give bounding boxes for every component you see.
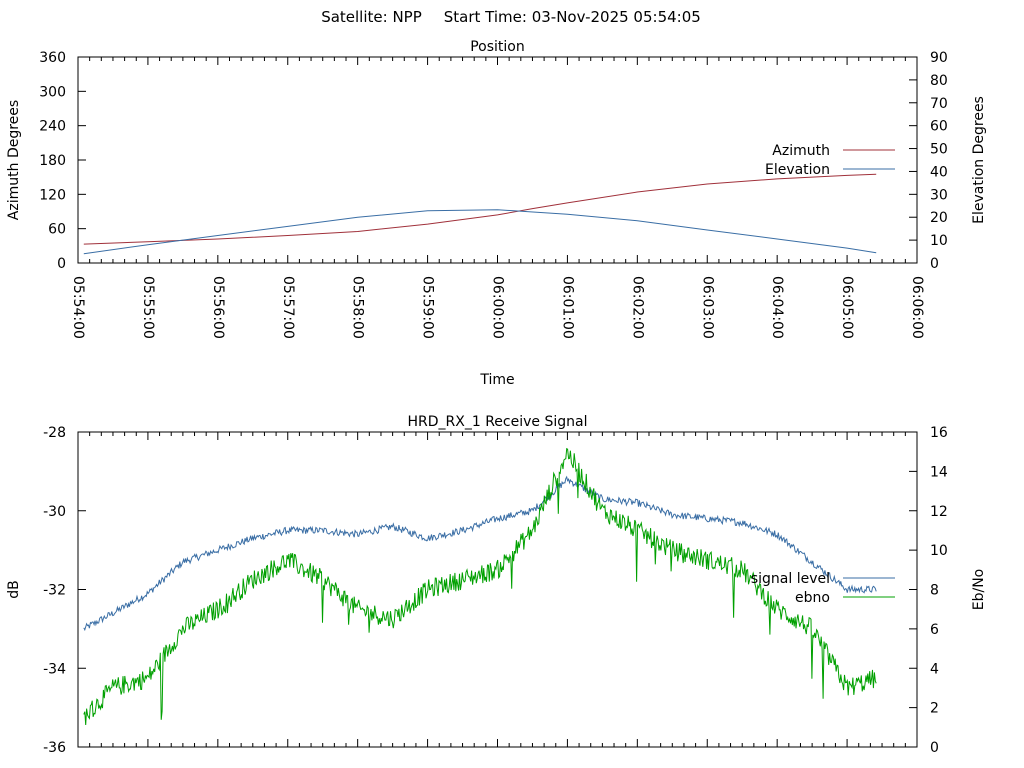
x-tick-label: 05:57:00: [280, 276, 296, 339]
series-line-Azimuth: [83, 173, 877, 245]
y-tick-label: 180: [39, 153, 66, 169]
y-tick-label: -28: [43, 425, 66, 441]
series-line-Elevation: [83, 209, 877, 255]
legend-label: signal level: [751, 571, 830, 587]
x-tick-label: 05:58:00: [350, 276, 366, 339]
y2-tick-label: 60: [930, 119, 948, 135]
plot-frame: [77, 431, 918, 748]
header-title: Satellite: NPP Start Time: 03-Nov-2025 05…: [321, 8, 701, 26]
position-chart: Position 0 60 120 180 240 300 360 0 10 20 30 40 50 60 7…: [6, 39, 987, 388]
y2-tick-label: 40: [930, 164, 948, 180]
y2-axis-label: Elevation Degrees: [971, 96, 987, 224]
y2-tick-label: 16: [930, 425, 948, 441]
receive-signal-chart: HRD_RX_1 Receive Signal -36 -34 -32 -30 -28 0 2…: [6, 414, 987, 756]
x-tick-label: 06:01:00: [559, 276, 575, 339]
series-line-signal-level: [83, 475, 877, 632]
y2-tick-label: 12: [930, 504, 948, 520]
y-tick-label: -30: [43, 504, 66, 520]
satellite-label: Satellite: NPP: [321, 8, 422, 26]
x-tick-label: 06:00:00: [490, 276, 506, 339]
x-axis-label: Time: [479, 372, 514, 388]
y2-tick-label: 4: [930, 661, 939, 677]
y-tick-label: 120: [39, 187, 66, 203]
y-tick-label: -36: [43, 740, 66, 756]
plot-frame: [77, 56, 918, 264]
y-tick-label: -32: [43, 583, 66, 599]
y-tick-label: 360: [39, 50, 66, 66]
y2-tick-label: 80: [930, 73, 948, 89]
start-time-label: Start Time: 03-Nov-2025 05:54:05: [444, 8, 701, 26]
y-tick-label: 240: [39, 119, 66, 135]
y-axis-label: Azimuth Degrees: [6, 100, 22, 220]
y2-tick-label: 0: [930, 740, 939, 756]
y2-tick-label: 50: [930, 142, 948, 158]
y2-tick-label: 14: [930, 464, 948, 480]
x-tick-label: 05:59:00: [420, 276, 436, 339]
x-tick-label: 06:03:00: [699, 276, 715, 339]
y-tick-label: 300: [39, 84, 66, 100]
y2-tick-label: 70: [930, 96, 948, 112]
legend-label: ebno: [795, 590, 830, 606]
chart-title: Position: [470, 39, 525, 55]
x-tick-label: 06:02:00: [629, 276, 645, 339]
y2-tick-label: 20: [930, 210, 948, 226]
y2-tick-label: 6: [930, 622, 939, 638]
chart-title: HRD_RX_1 Receive Signal: [408, 414, 588, 430]
y2-tick-label: 0: [930, 256, 939, 272]
y2-tick-label: 2: [930, 701, 939, 717]
x-tick-label: 06:06:00: [909, 276, 925, 339]
series-line-ebno: [83, 447, 877, 726]
y2-tick-label: 10: [930, 233, 948, 249]
x-tick-label: 05:56:00: [210, 276, 226, 339]
legend-label: Azimuth: [772, 143, 830, 159]
y-tick-label: 60: [48, 222, 66, 238]
y2-tick-label: 90: [930, 50, 948, 66]
y-tick-label: 0: [57, 256, 66, 272]
x-tick-label: 05:55:00: [140, 276, 156, 339]
y-tick-label: -34: [43, 661, 66, 677]
y-axis-label: dB: [6, 580, 22, 599]
x-tick-label: 05:54:00: [70, 276, 86, 339]
y2-tick-label: 10: [930, 543, 948, 559]
x-tick-label: 06:04:00: [769, 276, 785, 339]
x-tick-label: 06:05:00: [839, 276, 855, 339]
y2-axis-label: Eb/No: [971, 569, 987, 611]
y2-tick-label: 30: [930, 187, 948, 203]
y2-tick-label: 8: [930, 583, 939, 599]
legend-label: Elevation: [765, 162, 830, 178]
